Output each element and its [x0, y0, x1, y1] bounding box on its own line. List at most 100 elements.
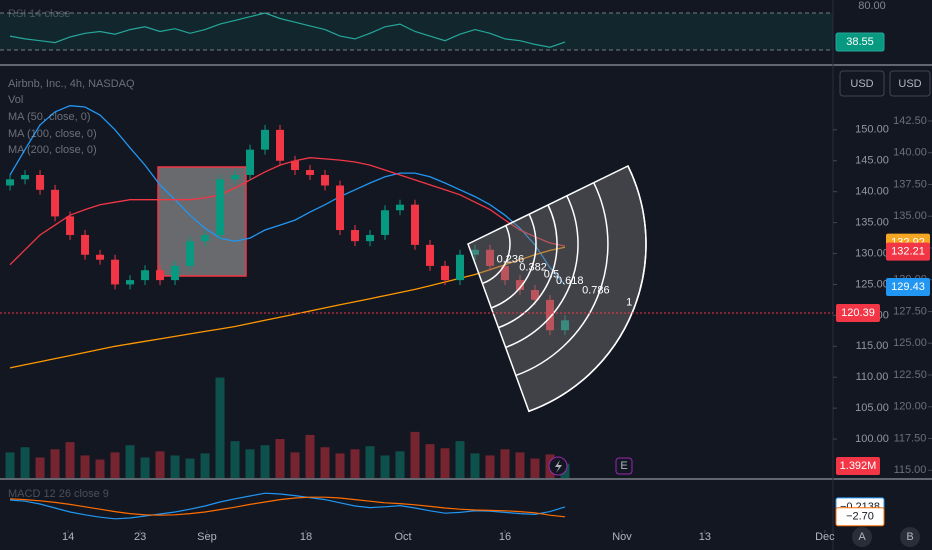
volume-bar [515, 452, 525, 478]
candle-body [246, 149, 255, 175]
currency-button[interactable] [889, 70, 931, 97]
indicator-line [9, 492, 566, 520]
candle-body [291, 160, 300, 171]
candle-body [470, 249, 479, 255]
x-tick-label: 18 [300, 531, 312, 543]
candle-body [186, 241, 195, 266]
candle-body [171, 265, 180, 281]
fib-arc [490, 213, 537, 309]
volume-bar [320, 447, 330, 478]
moving-average [9, 105, 566, 286]
volume-bar [290, 452, 300, 478]
volume-bar [500, 449, 510, 478]
symbol-title: Airbnb, Inc., 4h, NASDAQ [8, 78, 135, 90]
fib-label: 0.382 [519, 262, 547, 274]
candle-body [6, 179, 15, 186]
volume-bar [350, 449, 360, 478]
macd-title: MACD 12 26 close 9 [8, 488, 109, 500]
volume-bar [275, 439, 285, 478]
candle-body [366, 234, 375, 242]
event-marker[interactable] [615, 457, 633, 475]
y-tick-label: 105.00 [855, 402, 889, 414]
y2-tick-label: 115.00 [894, 464, 927, 476]
candle-body [21, 174, 30, 180]
y2-tick-label: 142.50 [893, 115, 927, 127]
volume-bar [455, 441, 465, 478]
candle-body [231, 174, 240, 180]
fib-arc [498, 204, 558, 329]
volume-bar [215, 377, 225, 478]
drawn-rectangle [157, 166, 247, 277]
candle-body [425, 244, 434, 266]
fib-label: 0.236 [497, 253, 525, 265]
x-tick-label: 16 [499, 531, 511, 543]
indicator-tag [835, 32, 885, 52]
currency-button-label[interactable]: USD [850, 78, 873, 90]
y-tick-label: 110.00 [856, 371, 889, 383]
y2-tick-label: 122.50 [893, 369, 927, 381]
indicator-line [9, 12, 566, 48]
candle-body [81, 234, 90, 255]
ma-label: MA (50, close, 0) [8, 111, 91, 123]
price-tag [886, 242, 930, 261]
volume-bar [530, 458, 540, 478]
volume-bar [335, 453, 345, 478]
volume-bar [155, 451, 165, 478]
indicator-tag-label: −2.70 [846, 511, 874, 523]
y2-tick-label: 140.00 [893, 147, 927, 159]
volume-tag [836, 457, 880, 475]
x-tick-label: 14 [62, 531, 74, 543]
x-tick-label: Dec [815, 531, 835, 543]
volume-bar [5, 452, 15, 478]
price-tag [836, 303, 880, 322]
fib-label: 0.5 [544, 268, 559, 280]
candle-body [515, 280, 524, 291]
corner-button[interactable] [900, 527, 920, 547]
volume-bar [20, 447, 30, 478]
candle-body [321, 174, 330, 186]
ma-label: MA (200, close, 0) [8, 144, 97, 156]
currency-button[interactable] [839, 70, 885, 97]
candle-body [411, 204, 420, 245]
y2-tick-label: 127.50 [893, 305, 927, 317]
price-tag-label: 120.39 [841, 307, 875, 319]
candle-body [96, 254, 105, 260]
candle-body [51, 189, 60, 217]
indicator-tag-label: 38.55 [846, 36, 874, 48]
candle-body [530, 290, 539, 300]
corner-button[interactable] [852, 527, 872, 547]
corner-button-label[interactable]: A [858, 531, 866, 543]
volume-bar [170, 455, 180, 478]
candle-body [261, 129, 270, 150]
corner-button-label[interactable]: B [906, 531, 913, 543]
volume-bar [50, 449, 60, 478]
candle-body [381, 210, 390, 235]
indicator-line [9, 496, 566, 518]
price-tag-label: 132.21 [891, 246, 925, 258]
volume-bar [140, 457, 150, 478]
rsi-title: RSI 14 close [8, 8, 70, 20]
x-tick-label: Sep [197, 531, 217, 543]
fib-label: 0.786 [582, 284, 610, 296]
ma-label: MA (100, close, 0) [8, 128, 97, 140]
candle-body [36, 174, 45, 190]
x-tick-label: Nov [612, 531, 632, 543]
volume-bar [65, 442, 75, 478]
alert-bolt [555, 460, 562, 473]
fib-arc [528, 165, 647, 412]
candle-body [66, 216, 75, 235]
y-tick-label: 125.00 [855, 278, 889, 290]
legend: RSI 14 close Airbnb, Inc., 4h, NASDAQ Vo… [8, 8, 135, 500]
y-tick-label: 100.00 [855, 433, 889, 445]
volume-bar [365, 446, 375, 478]
volume-bar [80, 455, 90, 478]
currency-button-label[interactable]: USD [898, 78, 921, 90]
fib-label: 0.618 [556, 275, 584, 287]
moving-average [9, 157, 566, 266]
event-marker-label[interactable]: E [620, 460, 627, 472]
candle-body [455, 254, 464, 281]
volume-bar [380, 455, 390, 478]
volume-bar [110, 452, 120, 478]
